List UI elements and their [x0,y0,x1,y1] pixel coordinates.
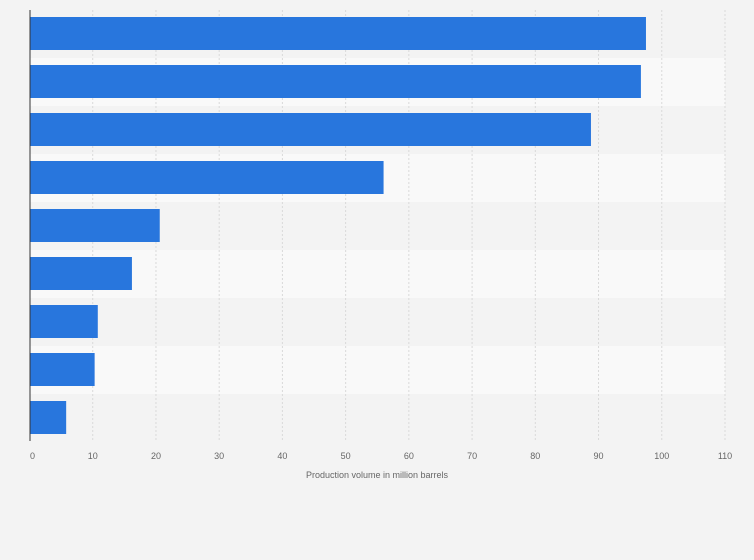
x-tick-label: 50 [341,451,351,461]
bar [29,65,641,98]
x-axis-label: Production volume in million barrels [306,470,449,480]
x-tick-label: 60 [404,451,414,461]
row-band [29,394,725,442]
x-tick-label: 20 [151,451,161,461]
row-band [29,346,725,394]
x-tick-label: 40 [277,451,287,461]
bar [29,161,384,194]
bar [29,113,591,146]
x-tick-label: 110 [718,451,732,461]
row-band [29,250,725,298]
x-tick-label: 10 [88,451,98,461]
bar [29,401,67,434]
row-band [29,298,725,346]
bar [29,257,132,290]
x-tick-label: 90 [594,451,604,461]
x-tick-label: 30 [214,451,224,461]
bar [29,353,95,386]
x-tick-label: 70 [467,451,477,461]
bar [29,209,160,242]
bar [29,17,646,50]
x-tick-label: 0 [30,451,35,461]
x-tick-label: 100 [654,451,669,461]
bar [29,305,98,338]
x-tick-label: 80 [530,451,540,461]
